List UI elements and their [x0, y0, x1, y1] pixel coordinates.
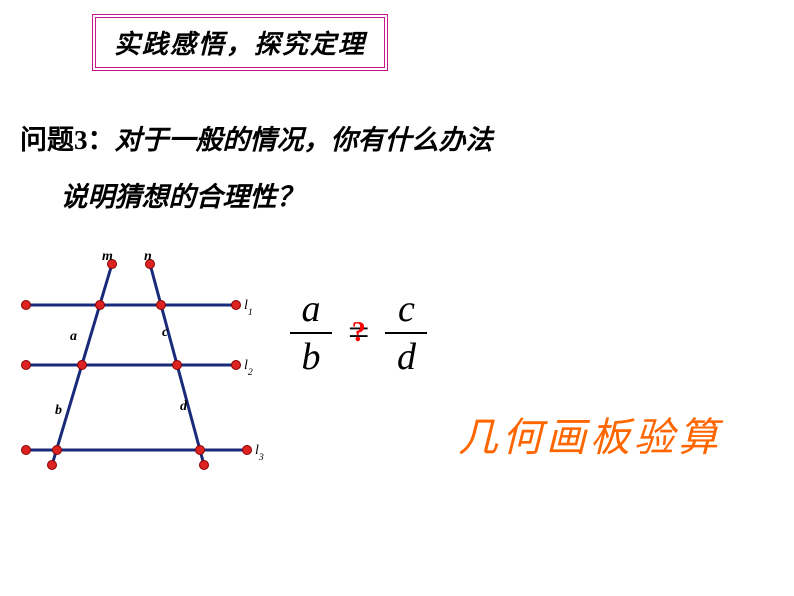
svg-text:d: d — [180, 399, 188, 414]
right-denominator: d — [397, 334, 416, 376]
question-text: 问题3：对于一般的情况，你有什么办法 说明猜想的合理性？ — [20, 112, 493, 225]
title-box: 实践感悟，探究定理 — [92, 14, 388, 71]
svg-text:m: m — [102, 250, 113, 264]
question-label: 问题3： — [20, 125, 115, 155]
diagram-svg: m n l1 l2 l3 a c b d — [12, 250, 280, 475]
left-numerator: a — [302, 290, 321, 332]
svg-text:a: a — [70, 329, 77, 344]
svg-text:l2: l2 — [244, 358, 253, 378]
svg-text:l3: l3 — [255, 443, 264, 463]
svg-text:n: n — [144, 250, 152, 264]
svg-text:c: c — [162, 325, 169, 340]
equals-sign: = ? — [342, 311, 375, 355]
left-denominator: b — [302, 334, 321, 376]
note-text: 几何画板验算 — [458, 405, 722, 463]
question-mark-overlay: ? — [352, 317, 366, 349]
fraction-left: a b — [290, 290, 332, 376]
fraction-right: c d — [385, 290, 427, 376]
title-text: 实践感悟，探究定理 — [114, 30, 366, 59]
svg-text:l1: l1 — [244, 298, 253, 318]
question-line1: 对于一般的情况，你有什么办法 — [115, 125, 493, 155]
equation: a b = ? c d — [290, 290, 427, 376]
svg-text:b: b — [55, 403, 62, 418]
geometry-diagram: m n l1 l2 l3 a c b d — [12, 250, 280, 480]
right-numerator: c — [398, 290, 415, 332]
question-line2: 说明猜想的合理性？ — [61, 182, 304, 212]
